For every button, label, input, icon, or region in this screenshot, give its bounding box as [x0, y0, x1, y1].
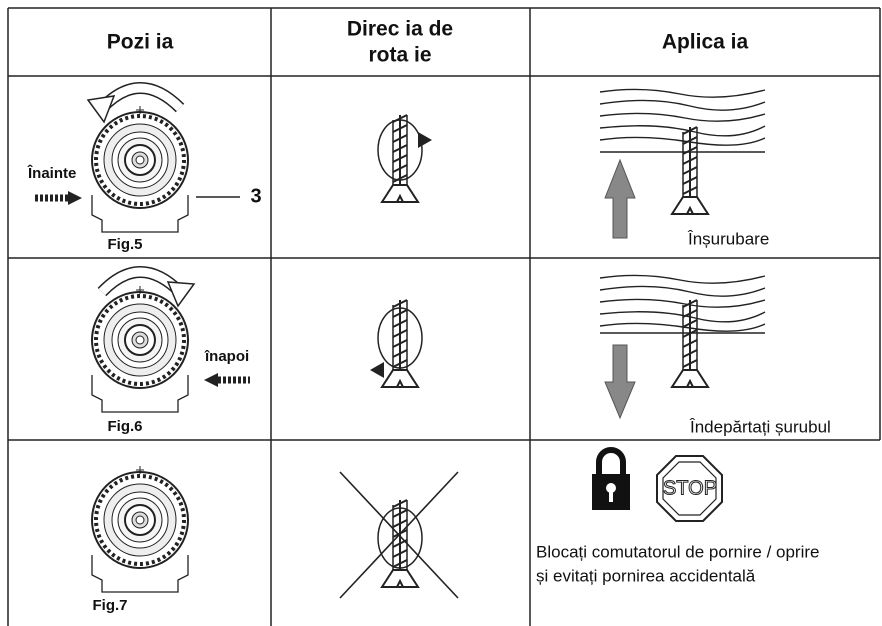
header-application: Aplica ia — [662, 31, 749, 54]
row-1-illustrations — [35, 82, 766, 239]
application-label: Înșurubare — [687, 229, 769, 248]
header-direction: rota ie — [368, 44, 431, 67]
figure-label: Fig.7 — [92, 597, 127, 614]
reverse-label: înapoi — [204, 348, 249, 365]
application-label: Îndepărtați șurubul — [689, 417, 831, 436]
header-position: Pozi ia — [107, 31, 174, 54]
forward-label: Înainte — [27, 164, 76, 182]
stop-sign-text: STOP — [663, 477, 717, 499]
callout-number: 3 — [250, 185, 261, 207]
note-line: Blocați comutatorul de pornire / oprire — [536, 542, 819, 561]
row-2-illustrations — [90, 266, 766, 420]
header-direction: Direc ia de — [347, 18, 453, 41]
note-line: și evitați pornirea accidentală — [536, 566, 756, 585]
table-grid — [7, 7, 881, 626]
figure-label: Fig.6 — [107, 418, 142, 435]
figure-label: Fig.5 — [107, 236, 142, 253]
row-3-illustrations — [90, 447, 723, 599]
